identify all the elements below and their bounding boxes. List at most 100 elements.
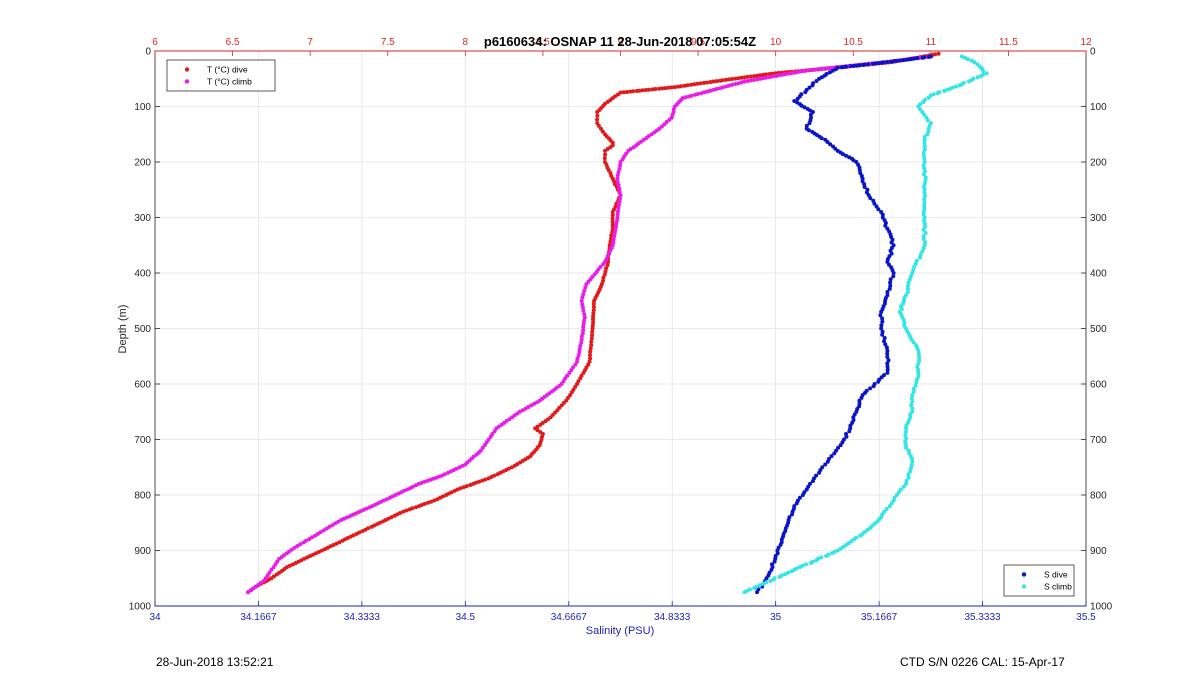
data-point — [887, 262, 891, 267]
data-point — [509, 465, 514, 470]
data-point — [612, 234, 617, 238]
data-point — [904, 445, 908, 450]
data-point — [922, 144, 927, 149]
data-point — [921, 172, 926, 177]
data-point — [602, 272, 607, 277]
data-point — [601, 278, 605, 283]
data-point — [717, 86, 722, 91]
data-point — [504, 468, 509, 472]
data-point — [819, 555, 824, 560]
data-point — [857, 404, 862, 409]
data-point — [543, 419, 548, 423]
data-point — [923, 230, 928, 235]
data-point — [817, 67, 822, 71]
y-tick-label-right: 100 — [1090, 102, 1107, 113]
data-point — [814, 558, 819, 563]
data-point — [886, 358, 891, 363]
data-point — [404, 508, 409, 513]
data-point — [617, 202, 621, 207]
data-point — [868, 386, 873, 391]
data-point — [954, 84, 958, 89]
data-point — [885, 351, 890, 356]
data-point — [914, 258, 919, 263]
data-point — [885, 370, 890, 375]
data-point — [823, 462, 828, 467]
data-point — [579, 334, 584, 339]
data-point — [910, 399, 915, 404]
data-point — [676, 84, 681, 89]
data-point — [910, 271, 915, 275]
data-point — [908, 412, 913, 417]
data-point — [854, 63, 859, 68]
data-point — [660, 86, 665, 91]
data-point — [581, 321, 586, 326]
data-point — [634, 89, 639, 93]
x-tick-label-salinity: 34.1667 — [240, 612, 277, 623]
data-point — [752, 74, 757, 79]
data-point — [367, 505, 372, 510]
data-point — [922, 206, 927, 211]
data-point — [689, 82, 694, 87]
data-point — [835, 548, 840, 553]
data-point — [921, 100, 926, 105]
data-point — [480, 445, 485, 450]
data-point — [917, 358, 922, 363]
data-point — [915, 56, 920, 61]
data-point — [695, 81, 700, 86]
data-point — [922, 215, 927, 220]
data-point — [905, 283, 910, 288]
data-point — [748, 74, 753, 79]
data-point — [916, 367, 921, 372]
data-point — [907, 57, 912, 62]
data-point — [905, 290, 910, 294]
y-tick-label-left: 400 — [134, 269, 151, 280]
y-tick-label-left: 900 — [134, 546, 151, 557]
data-point — [911, 389, 916, 394]
data-point — [582, 315, 587, 320]
data-point — [616, 170, 621, 174]
data-point — [672, 85, 677, 90]
data-point — [616, 209, 620, 214]
data-point — [925, 118, 930, 123]
data-point — [922, 200, 927, 205]
data-point — [901, 484, 906, 489]
x-tick-label-salinity: 35.1667 — [861, 612, 898, 623]
legend-box — [1003, 564, 1075, 597]
data-point — [480, 478, 485, 483]
data-point — [872, 201, 877, 206]
data-point — [909, 337, 914, 342]
data-point — [862, 185, 867, 189]
data-point — [682, 83, 687, 88]
data-point — [878, 313, 883, 318]
data-point — [601, 262, 606, 267]
data-point — [699, 91, 704, 96]
data-point — [263, 576, 268, 581]
data-point — [644, 88, 648, 92]
data-point — [592, 298, 597, 303]
data-point — [614, 221, 619, 226]
data-point — [797, 495, 802, 500]
data-point — [921, 184, 926, 189]
data-point — [631, 89, 636, 94]
data-point — [334, 541, 339, 546]
x-tick-label-salinity: 35.5 — [1076, 612, 1096, 623]
x-tick-label-temperature: 7.5 — [381, 37, 395, 48]
data-point — [899, 307, 904, 312]
data-point — [616, 206, 621, 210]
data-point — [844, 153, 848, 158]
data-point — [384, 497, 389, 502]
data-point — [861, 62, 866, 67]
data-point — [846, 541, 851, 546]
data-point — [923, 240, 928, 245]
data-point — [916, 348, 921, 353]
data-point — [602, 148, 607, 153]
data-point — [771, 577, 776, 582]
data-point — [313, 533, 318, 538]
data-point — [579, 340, 584, 345]
legend-label: S dive — [1044, 570, 1068, 580]
data-point — [755, 77, 760, 82]
data-point — [910, 459, 915, 464]
data-point — [581, 370, 586, 375]
footer-instrument: CTD S/N 0226 CAL: 15-Apr-17 — [900, 655, 1065, 669]
data-point — [581, 308, 586, 313]
